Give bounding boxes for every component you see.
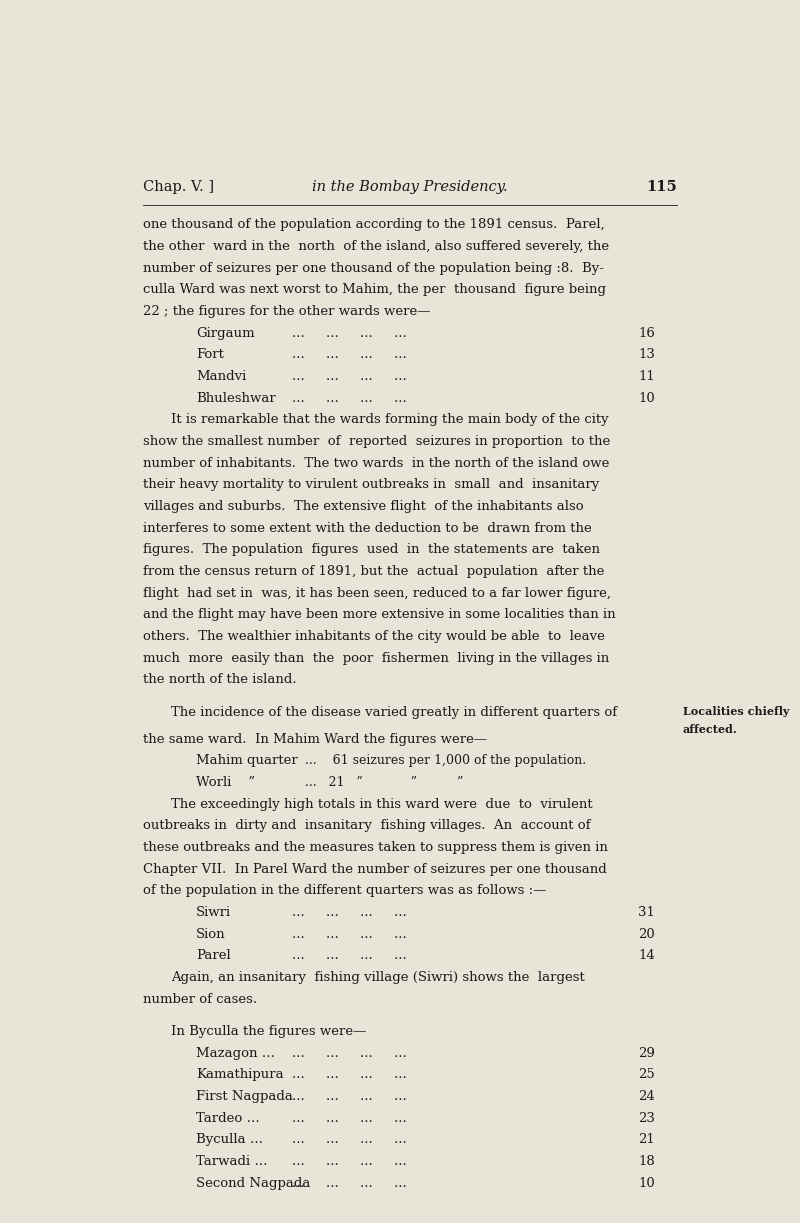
Text: ...     ...     ...     ...: ... ... ... ...	[292, 1112, 407, 1125]
Text: these outbreaks and the measures taken to suppress them is given in: these outbreaks and the measures taken t…	[143, 841, 608, 854]
Text: of the population in the different quarters was as follows :—: of the population in the different quart…	[143, 884, 546, 898]
Text: 18: 18	[638, 1155, 655, 1168]
Text: number of inhabitants.  The two wards  in the north of the island owe: number of inhabitants. The two wards in …	[143, 456, 610, 470]
Text: figures.  The population  figures  used  in  the statements are  taken: figures. The population figures used in …	[143, 543, 600, 556]
Text: one thousand of the population according to the 1891 census.  Parel,: one thousand of the population according…	[143, 219, 605, 231]
Text: Tardeo …: Tardeo …	[196, 1112, 260, 1125]
Text: ...     ...     ...     ...: ... ... ... ...	[292, 1090, 407, 1103]
Text: 24: 24	[638, 1090, 655, 1103]
Text: 13: 13	[638, 349, 655, 361]
Text: and the flight may have been more extensive in some localities than in: and the flight may have been more extens…	[143, 608, 616, 621]
Text: ...     ...     ...     ...: ... ... ... ...	[292, 906, 407, 918]
Text: villages and suburbs.  The extensive flight  of the inhabitants also: villages and suburbs. The extensive flig…	[143, 500, 584, 512]
Text: Mazagon …: Mazagon …	[196, 1047, 275, 1060]
Text: 31: 31	[638, 906, 655, 918]
Text: Chapter VII.  In Parel Ward the number of seizures per one thousand: Chapter VII. In Parel Ward the number of…	[143, 862, 607, 876]
Text: interferes to some extent with the deduction to be  drawn from the: interferes to some extent with the deduc…	[143, 521, 592, 534]
Text: ...   21   ”            ”          ”: ... 21 ” ” ”	[305, 777, 463, 789]
Text: ...     ...     ...     ...: ... ... ... ...	[292, 928, 407, 940]
Text: 23: 23	[638, 1112, 655, 1125]
Text: First Nagpada: First Nagpada	[196, 1090, 293, 1103]
Text: ...     ...     ...     ...: ... ... ... ...	[292, 369, 407, 383]
Text: Localities chiefly: Localities chiefly	[683, 706, 790, 717]
Text: Mahim quarter: Mahim quarter	[196, 755, 298, 767]
Text: the other  ward in the  north  of the island, also suffered severely, the: the other ward in the north of the islan…	[143, 240, 610, 253]
Text: much  more  easily than  the  poor  fishermen  living in the villages in: much more easily than the poor fishermen…	[143, 652, 610, 664]
Text: 22 ; the figures for the other wards were—: 22 ; the figures for the other wards wer…	[143, 305, 431, 318]
Text: Second Nagpada: Second Nagpada	[196, 1177, 310, 1190]
Text: Chap. V. ]: Chap. V. ]	[143, 180, 214, 193]
Text: Byculla …: Byculla …	[196, 1134, 263, 1146]
Text: from the census return of 1891, but the  actual  population  after the: from the census return of 1891, but the …	[143, 565, 605, 578]
Text: Tarwadi …: Tarwadi …	[196, 1155, 268, 1168]
Text: 10: 10	[638, 1177, 655, 1190]
Text: culla Ward was next worst to Mahim, the per  thousand  figure being: culla Ward was next worst to Mahim, the …	[143, 284, 606, 296]
Text: the north of the island.: the north of the island.	[143, 673, 297, 686]
Text: 16: 16	[638, 327, 655, 340]
Text: ...    61 seizures per 1,000 of the population.: ... 61 seizures per 1,000 of the populat…	[305, 755, 586, 767]
Text: 25: 25	[638, 1069, 655, 1081]
Text: their heavy mortality to virulent outbreaks in  small  and  insanitary: their heavy mortality to virulent outbre…	[143, 478, 600, 492]
Text: number of cases.: number of cases.	[143, 993, 258, 1005]
Text: 10: 10	[638, 391, 655, 405]
Text: Fort: Fort	[196, 349, 224, 361]
Text: Parel: Parel	[196, 949, 231, 963]
Text: ...     ...     ...     ...: ... ... ... ...	[292, 1155, 407, 1168]
Text: 115: 115	[646, 180, 677, 193]
Text: ...     ...     ...     ...: ... ... ... ...	[292, 349, 407, 361]
Text: in the Bombay Presidency.: in the Bombay Presidency.	[312, 180, 508, 193]
Text: ...     ...     ...     ...: ... ... ... ...	[292, 327, 407, 340]
Text: It is remarkable that the wards forming the main body of the city: It is remarkable that the wards forming …	[171, 413, 609, 427]
Text: The incidence of the disease varied greatly in different quarters of: The incidence of the disease varied grea…	[171, 706, 618, 719]
Text: Girgaum: Girgaum	[196, 327, 254, 340]
Text: Siwri: Siwri	[196, 906, 231, 918]
Text: 14: 14	[638, 949, 655, 963]
Text: 20: 20	[638, 928, 655, 940]
Text: outbreaks in  dirty and  insanitary  fishing villages.  An  account of: outbreaks in dirty and insanitary fishin…	[143, 819, 591, 833]
Text: ...     ...     ...     ...: ... ... ... ...	[292, 391, 407, 405]
Text: ...     ...     ...     ...: ... ... ... ...	[292, 1177, 407, 1190]
Text: The exceedingly high totals in this ward were  due  to  virulent: The exceedingly high totals in this ward…	[171, 797, 593, 811]
Text: Mandvi: Mandvi	[196, 369, 246, 383]
Text: In Byculla the figures were—: In Byculla the figures were—	[171, 1025, 366, 1038]
Text: ...     ...     ...     ...: ... ... ... ...	[292, 1047, 407, 1060]
Text: ...     ...     ...     ...: ... ... ... ...	[292, 949, 407, 963]
Text: ...     ...     ...     ...: ... ... ... ...	[292, 1134, 407, 1146]
Text: number of seizures per one thousand of the population being :8.  By-: number of seizures per one thousand of t…	[143, 262, 604, 275]
Text: Kamathipura: Kamathipura	[196, 1069, 284, 1081]
Text: 21: 21	[638, 1134, 655, 1146]
Text: the same ward.  In Mahim Ward the figures were—: the same ward. In Mahim Ward the figures…	[143, 733, 487, 746]
Text: flight  had set in  was, it has been seen, reduced to a far lower figure,: flight had set in was, it has been seen,…	[143, 587, 611, 599]
Text: ...     ...     ...     ...: ... ... ... ...	[292, 1069, 407, 1081]
Text: others.  The wealthier inhabitants of the city would be able  to  leave: others. The wealthier inhabitants of the…	[143, 630, 606, 643]
Text: Bhuleshwar: Bhuleshwar	[196, 391, 276, 405]
Text: Worli    ”: Worli ”	[196, 777, 255, 789]
Text: 29: 29	[638, 1047, 655, 1060]
Text: 11: 11	[638, 369, 655, 383]
Text: affected.: affected.	[683, 724, 738, 735]
Text: show the smallest number  of  reported  seizures in proportion  to the: show the smallest number of reported sei…	[143, 435, 610, 448]
Text: Sion: Sion	[196, 928, 226, 940]
Text: Again, an insanitary  fishing village (Siwri) shows the  largest: Again, an insanitary fishing village (Si…	[171, 971, 585, 985]
